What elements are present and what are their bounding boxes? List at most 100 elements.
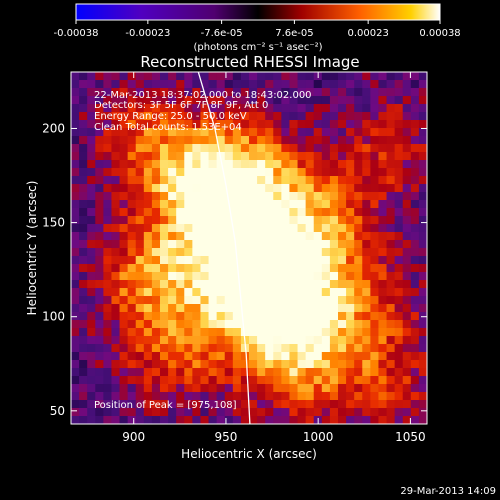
heatmap-cell [265, 88, 274, 97]
heatmap-cell [224, 416, 234, 424]
heatmap-cell [249, 288, 258, 297]
heatmap-cell [111, 112, 121, 121]
heatmap-cell [418, 256, 427, 265]
heatmap-cell [378, 208, 388, 217]
heatmap-cell [135, 216, 145, 225]
heatmap-cell [354, 368, 363, 377]
heatmap-cell [95, 336, 104, 345]
heatmap-cell [329, 304, 339, 313]
heatmap-cell [224, 88, 234, 97]
colorbar-unit-label: (photons cm⁻² s⁻¹ asec⁻²) [193, 42, 322, 53]
heatmap-cell [273, 304, 282, 313]
heatmap-cell [362, 168, 371, 177]
heatmap-cell [418, 112, 427, 121]
heatmap-cell [410, 96, 420, 105]
heatmap-cell [95, 352, 104, 361]
heatmap-cell [346, 96, 355, 105]
heatmap-cell [418, 224, 427, 233]
heatmap-cell [119, 264, 129, 273]
heatmap-cell [386, 384, 396, 393]
heatmap-cell [321, 160, 331, 169]
heatmap-cell [143, 400, 153, 409]
heatmap-cell [313, 80, 323, 89]
heatmap-cell [313, 288, 323, 297]
heatmap-cell [289, 216, 299, 225]
heatmap-cell [135, 120, 145, 129]
heatmap-cell [95, 104, 104, 113]
heatmap-cell [160, 112, 169, 121]
heatmap-cell [216, 304, 226, 313]
heatmap-cell [281, 216, 291, 225]
heatmap-cell [111, 192, 121, 201]
heatmap-cell [305, 272, 315, 281]
heatmap-cell [151, 376, 161, 385]
heatmap-cell [402, 120, 412, 129]
heatmap-cell [79, 400, 88, 409]
heatmap-cell [71, 144, 80, 153]
heatmap-cell [410, 144, 420, 153]
heatmap-cell [305, 392, 315, 401]
heatmap-cell [160, 80, 169, 89]
heatmap-cell [168, 272, 177, 281]
heatmap-cell [273, 296, 282, 305]
heatmap-cell [143, 104, 153, 113]
heatmap-cell [200, 232, 210, 241]
heatmap-cell [370, 184, 380, 193]
heatmap-cell [402, 112, 412, 121]
heatmap-cell [329, 96, 339, 105]
heatmap-cell [79, 376, 88, 385]
heatmap-cell [410, 80, 420, 89]
heatmap-cell [216, 216, 226, 225]
heatmap-cell [281, 192, 291, 201]
heatmap-cell [281, 248, 291, 257]
heatmap-cell [232, 360, 242, 369]
heatmap-cell [273, 184, 282, 193]
heatmap-cell [354, 224, 363, 233]
heatmap-cell [338, 248, 347, 257]
heatmap-cell [281, 344, 291, 353]
heatmap-cell [87, 360, 96, 369]
heatmap-cell [160, 88, 169, 97]
heatmap-cell [127, 416, 137, 424]
heatmap-cell [71, 176, 80, 185]
heatmap-cell [240, 224, 250, 233]
heatmap-cell [370, 344, 380, 353]
heatmap-cell [151, 104, 161, 113]
heatmap-cell [289, 200, 299, 209]
heatmap-cell [281, 208, 291, 217]
heatmap-cell [410, 168, 420, 177]
heatmap-cell [346, 200, 355, 209]
heatmap-cell [257, 288, 266, 297]
heatmap-cell [87, 408, 96, 417]
heatmap-cell [297, 200, 307, 209]
heatmap-cell [386, 280, 396, 289]
heatmap-cell [297, 248, 307, 257]
heatmap-cell [313, 344, 323, 353]
heatmap-cell [95, 224, 104, 233]
heatmap-cell [418, 320, 427, 329]
heatmap-cell [200, 176, 210, 185]
heatmap-cell [127, 216, 137, 225]
heatmap-cell [143, 112, 153, 121]
heatmap-cell [79, 232, 88, 241]
heatmap-cell [95, 88, 104, 97]
heatmap-cell [370, 144, 380, 153]
heatmap-cell [71, 248, 80, 257]
heatmap-cell [79, 192, 88, 201]
heatmap-cell [160, 312, 169, 321]
heatmap-cell [208, 392, 218, 401]
heatmap-cell [362, 152, 371, 161]
heatmap-cell [273, 376, 282, 385]
heatmap-cell [240, 232, 250, 241]
heatmap-cell [176, 296, 185, 305]
heatmap-cell [273, 288, 282, 297]
heatmap-cell [224, 296, 234, 305]
heatmap-cell [346, 144, 355, 153]
heatmap-cell [224, 376, 234, 385]
heatmap-cell [305, 72, 315, 81]
heatmap-cell [394, 408, 404, 417]
heatmap-cell [249, 120, 258, 129]
heatmap-cell [224, 256, 234, 265]
heatmap-cell [119, 280, 129, 289]
